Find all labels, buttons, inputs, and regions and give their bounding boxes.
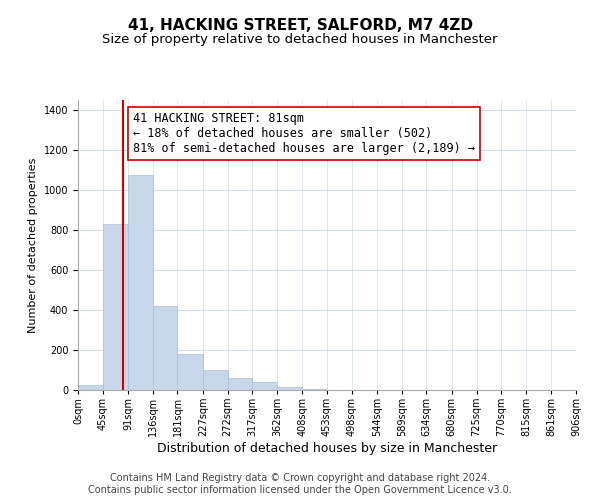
Text: 41 HACKING STREET: 81sqm
← 18% of detached houses are smaller (502)
81% of semi-: 41 HACKING STREET: 81sqm ← 18% of detach…	[133, 112, 475, 155]
Bar	[128, 175, 153, 390]
Bar	[103, 224, 128, 390]
Bar	[227, 378, 252, 390]
Text: Contains HM Land Registry data © Crown copyright and database right 2024.
Contai: Contains HM Land Registry data © Crown c…	[88, 474, 512, 495]
Bar	[78, 385, 103, 390]
Bar	[252, 382, 277, 390]
Text: Size of property relative to detached houses in Manchester: Size of property relative to detached ho…	[102, 32, 498, 46]
Bar	[153, 306, 178, 390]
Bar	[178, 354, 203, 390]
Text: 41, HACKING STREET, SALFORD, M7 4ZD: 41, HACKING STREET, SALFORD, M7 4ZD	[128, 18, 473, 32]
Bar	[203, 370, 227, 390]
Y-axis label: Number of detached properties: Number of detached properties	[28, 158, 38, 332]
Bar	[277, 387, 302, 390]
Bar	[302, 389, 327, 390]
X-axis label: Distribution of detached houses by size in Manchester: Distribution of detached houses by size …	[157, 442, 497, 455]
